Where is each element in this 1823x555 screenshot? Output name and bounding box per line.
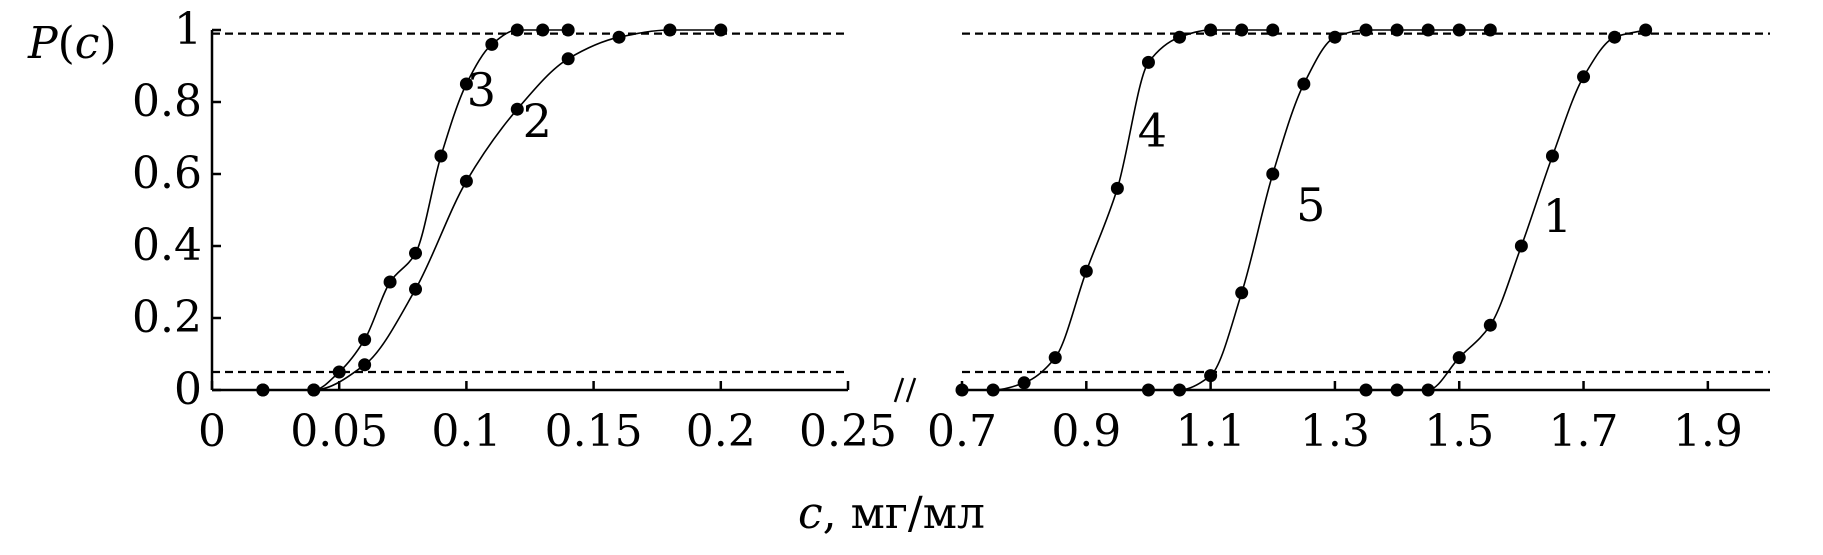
data-point: [1483, 23, 1497, 37]
data-point: [1483, 318, 1497, 332]
x-tick-label: 0.9: [1051, 406, 1121, 457]
data-point: [1048, 351, 1062, 365]
x-axis-var: c: [798, 488, 823, 539]
x-tick-label: 1.9: [1673, 406, 1743, 457]
data-point: [256, 383, 270, 397]
series-curve: [962, 29, 1273, 391]
data-point: [1359, 23, 1373, 37]
series-label: 2: [523, 94, 552, 148]
data-point: [536, 23, 550, 37]
y-axis-close-paren: ): [99, 18, 116, 69]
series-label: 1: [1543, 189, 1572, 243]
y-axis-label: P(c): [27, 18, 117, 69]
data-point: [955, 383, 969, 397]
data-points: [256, 23, 1653, 397]
x-tick-label: 0.7: [927, 406, 997, 457]
data-point: [383, 275, 397, 289]
data-point: [1204, 23, 1218, 37]
data-point: [561, 23, 575, 37]
data-point: [485, 37, 499, 51]
axis-break-mark: [893, 377, 905, 403]
data-point: [459, 174, 473, 188]
x-tick-label: 1.5: [1424, 406, 1494, 457]
data-point: [1079, 264, 1093, 278]
data-point: [1141, 383, 1155, 397]
axis-break-mark: [905, 377, 917, 403]
series-curve: [1366, 29, 1646, 391]
data-point: [1639, 23, 1653, 37]
x-tick-label: 0.15: [545, 406, 643, 457]
data-point: [1297, 77, 1311, 91]
y-tick-label: 0.6: [132, 148, 202, 199]
data-point: [434, 149, 448, 163]
y-tick-label: 1: [174, 4, 202, 55]
series-label: 4: [1138, 103, 1167, 157]
data-point: [510, 102, 524, 116]
data-point: [1173, 383, 1187, 397]
data-point: [1204, 369, 1218, 383]
data-point: [1421, 23, 1435, 37]
data-point: [358, 333, 372, 347]
x-tick-label: 1.1: [1176, 406, 1246, 457]
data-point: [1141, 55, 1155, 69]
data-point: [1452, 351, 1466, 365]
data-point: [1390, 23, 1404, 37]
data-point: [409, 282, 423, 296]
series-curve: [262, 29, 569, 391]
y-tick-label: 0.8: [132, 76, 202, 127]
data-point: [459, 77, 473, 91]
x-axis-unit: , мг/мл: [823, 488, 985, 539]
data-point: [409, 246, 423, 260]
x-tick-label: 1.7: [1549, 406, 1619, 457]
data-point: [1608, 30, 1622, 44]
x-axis-label: c, мг/мл: [798, 488, 985, 539]
data-point: [986, 383, 1000, 397]
data-point: [1545, 149, 1559, 163]
x-tick-label: 1.3: [1300, 406, 1370, 457]
y-axis-var: P: [27, 18, 59, 69]
data-point: [1173, 30, 1187, 44]
data-point: [1328, 30, 1342, 44]
data-point: [510, 23, 524, 37]
data-point: [1514, 239, 1528, 253]
data-point: [1235, 286, 1249, 300]
data-point: [1266, 23, 1280, 37]
x-tick-label: 0.05: [290, 406, 388, 457]
x-tick-label: 0.2: [686, 406, 756, 457]
series-curve: [262, 29, 721, 391]
data-point: [1390, 383, 1404, 397]
data-point: [714, 23, 728, 37]
y-axis-arg: c: [75, 18, 100, 69]
data-point: [1452, 23, 1466, 37]
series-label: 5: [1296, 178, 1325, 232]
y-tick-label: 0.4: [132, 220, 202, 271]
x-tick-label: 0: [198, 406, 226, 457]
series-label: 3: [467, 63, 496, 117]
x-tick-label: 0.25: [799, 406, 897, 457]
y-axis-open-paren: (: [58, 18, 75, 69]
data-point: [1421, 383, 1435, 397]
y-tick-label: 0.2: [132, 292, 202, 343]
data-point: [1110, 181, 1124, 195]
data-point: [332, 365, 346, 379]
axes: [210, 28, 1770, 403]
y-tick-label: 0: [174, 364, 202, 415]
data-point: [612, 30, 626, 44]
data-point: [561, 52, 575, 66]
data-point: [307, 383, 321, 397]
x-tick-label: 0.1: [431, 406, 501, 457]
data-point: [358, 358, 372, 372]
tick-labels: 0 0.2 0.4 0.6 0.8 1 0 0.05 0.1 0.15 0.2 0.25 32 0.7 0.…: [132, 4, 1743, 457]
data-point: [1235, 23, 1249, 37]
data-point: [1266, 167, 1280, 181]
data-point: [1577, 70, 1591, 84]
data-point: [1017, 376, 1031, 390]
data-point: [1359, 383, 1373, 397]
data-point: [663, 23, 677, 37]
